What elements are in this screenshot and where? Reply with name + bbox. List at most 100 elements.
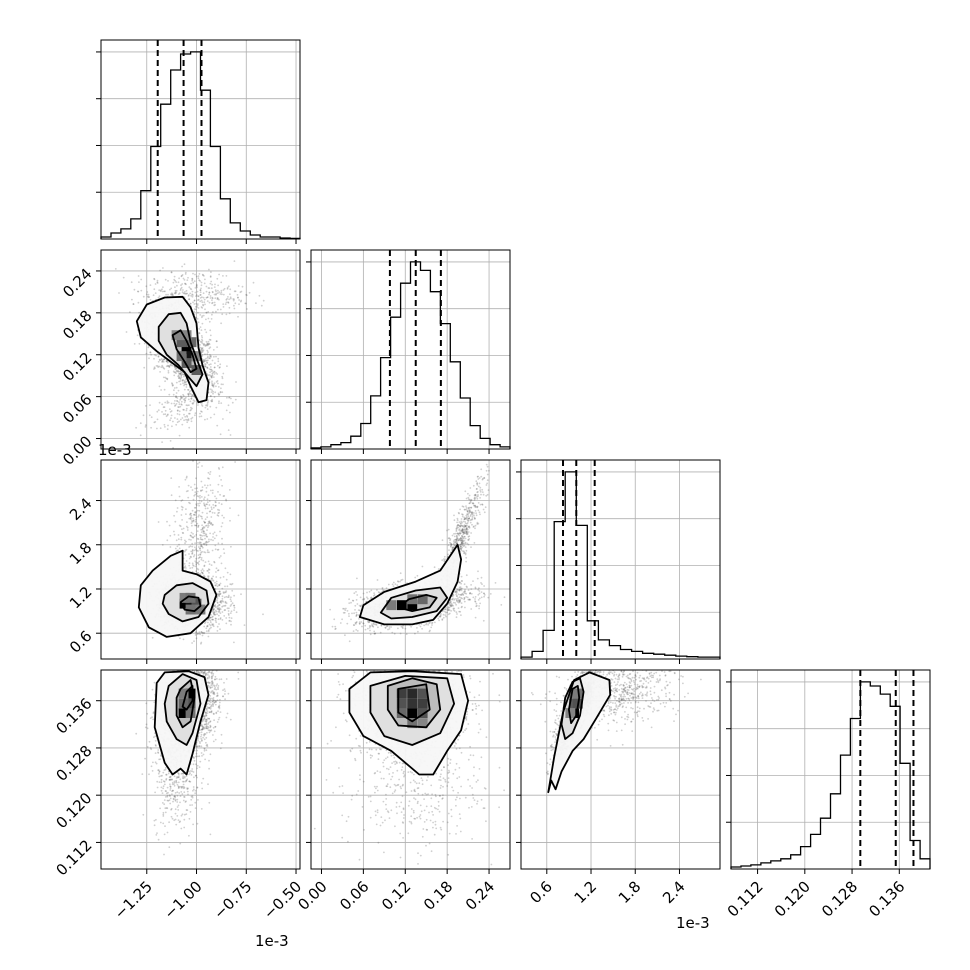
scatter-point (215, 292, 218, 295)
scatter-point (188, 546, 191, 548)
scatter-point (196, 549, 198, 552)
scatter-point (200, 281, 203, 284)
scatter-point (209, 473, 211, 475)
scatter-point (237, 678, 240, 680)
scatter-point (158, 775, 161, 778)
scatter-point (199, 538, 202, 541)
scatter-point (179, 418, 182, 421)
scatter-point (212, 376, 215, 378)
scatter-point (225, 622, 228, 625)
scatter-point (217, 308, 219, 311)
scatter-point (235, 611, 238, 614)
scatter-point (224, 604, 227, 607)
scatter-point (197, 524, 200, 527)
scatter-point (198, 499, 201, 502)
scatter-point (221, 537, 223, 540)
scatter-point (196, 530, 199, 532)
panel-frame (100, 249, 301, 450)
scatter-point (206, 516, 209, 519)
scatter-point (220, 281, 223, 284)
scatter-point (169, 411, 172, 413)
scatter-point (190, 535, 193, 538)
scatter-point (171, 364, 174, 367)
scatter-point (199, 547, 201, 550)
scatter-point (189, 303, 192, 305)
scatter-point (132, 303, 135, 305)
scatter-point (202, 718, 204, 721)
scatter-point (227, 612, 230, 615)
scatter-point (186, 414, 188, 417)
scatter-point (214, 700, 217, 702)
scatter-point (206, 512, 208, 515)
scatter-point (179, 383, 182, 386)
scatter-point (202, 530, 204, 532)
scatter-point (187, 496, 190, 499)
scatter-point (170, 293, 172, 296)
scatter-point (177, 370, 179, 373)
scatter-point (211, 389, 214, 392)
scatter-point (195, 477, 197, 480)
scatter-point (199, 300, 202, 303)
scatter-point (211, 302, 213, 305)
scatter-point (191, 642, 194, 644)
scatter-point (211, 374, 214, 377)
scatter-point (208, 521, 211, 524)
scatter-point (220, 503, 223, 506)
scatter-point (235, 381, 237, 383)
density-cell (185, 598, 196, 609)
scatter-point (182, 638, 185, 641)
scatter-point (180, 284, 182, 287)
scatter-point (215, 501, 217, 504)
scatter-point (209, 621, 212, 624)
scatter-point (189, 400, 192, 403)
scatter-point (169, 364, 172, 366)
scatter-point (205, 627, 208, 630)
scatter-point (192, 536, 195, 539)
scatter-point (151, 636, 154, 639)
scatter-point (178, 434, 181, 437)
scatter-point (216, 625, 219, 628)
scatter-point (149, 298, 152, 301)
scatter-point (219, 433, 222, 436)
scatter-point (209, 416, 212, 419)
scatter-point (180, 514, 183, 516)
scatter-point (227, 594, 230, 597)
scatter-point (194, 662, 196, 664)
scatter-point (217, 548, 220, 551)
scatter-point (175, 539, 178, 542)
scatter-point (218, 556, 221, 559)
scatter-point (198, 659, 200, 661)
scatter-point (258, 294, 261, 297)
scatter-point (178, 403, 181, 406)
scatter-point (194, 305, 197, 308)
scatter-point (170, 410, 173, 412)
scatter-point (209, 346, 212, 349)
scatter-point (189, 567, 192, 569)
scatter-point (231, 589, 234, 592)
scatter-point (161, 403, 164, 406)
scatter-point (228, 619, 231, 622)
scatter-point (217, 542, 220, 545)
scatter-point (204, 484, 206, 487)
scatter-point (199, 633, 202, 636)
scatter-point (208, 293, 210, 296)
scatter-point (190, 394, 193, 396)
scatter-point (207, 621, 209, 624)
scatter-point (203, 298, 206, 301)
scatter-point (210, 651, 212, 653)
scatter-point (204, 537, 206, 540)
scatter-point (185, 525, 188, 528)
panel-content (101, 651, 300, 869)
scatter-point (190, 282, 193, 285)
scatter-point (204, 561, 207, 563)
scatter-point (211, 489, 214, 492)
scatter-point (202, 527, 204, 530)
scatter-point (162, 286, 164, 288)
scatter-point (178, 372, 180, 375)
scatter-point (222, 592, 225, 594)
scatter-point (174, 417, 176, 419)
scatter-point (221, 377, 224, 380)
scatter-point (226, 286, 229, 289)
scatter-point (214, 604, 217, 606)
scatter-point (171, 425, 173, 428)
